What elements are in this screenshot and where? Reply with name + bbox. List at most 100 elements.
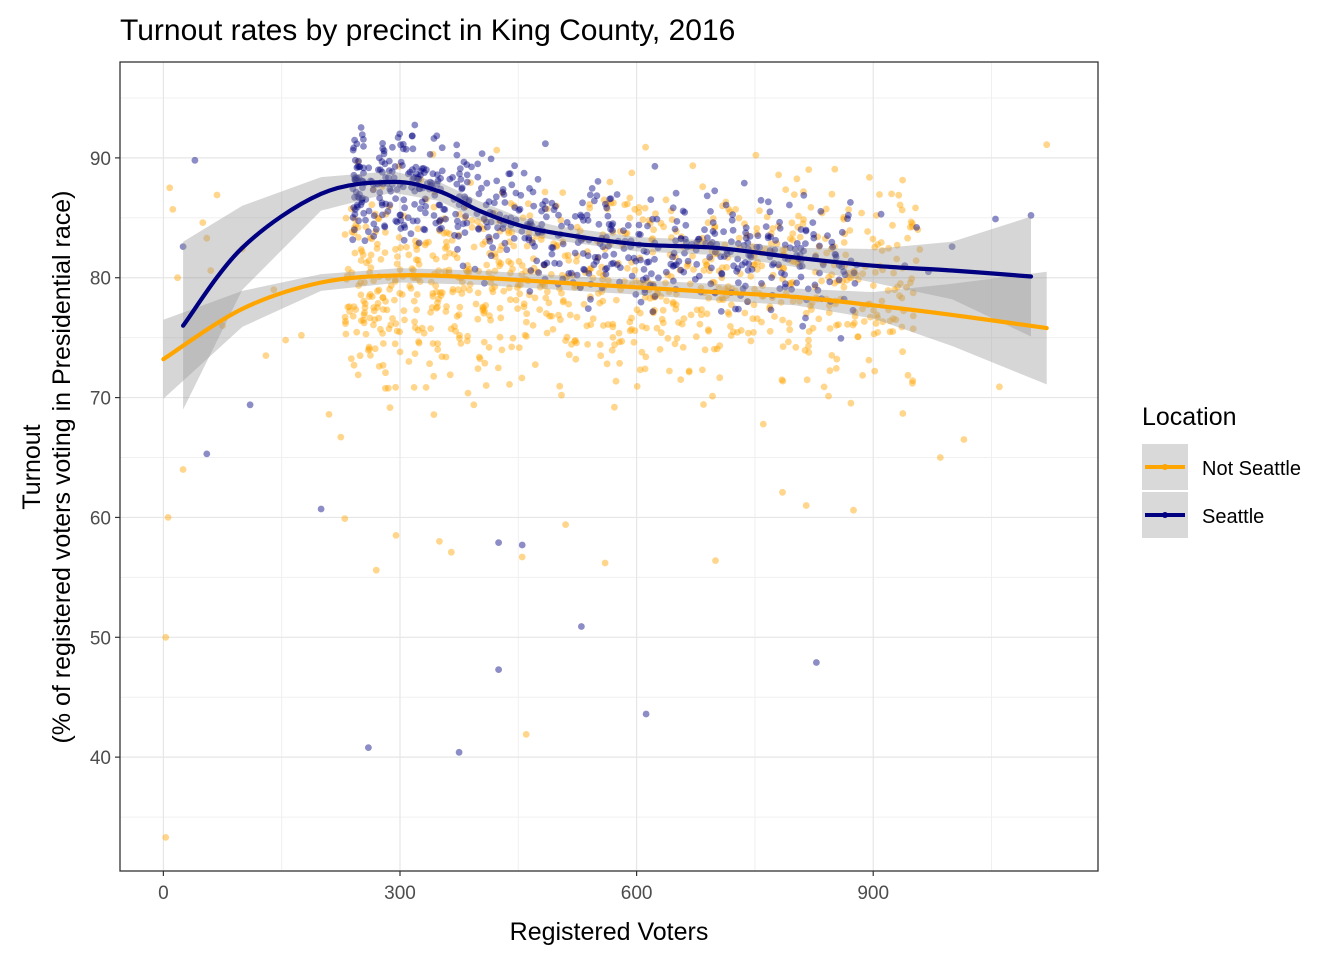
data-point — [461, 229, 469, 237]
data-point — [642, 353, 650, 361]
data-point — [571, 213, 579, 220]
data-point — [526, 212, 534, 220]
data-point — [400, 196, 408, 204]
data-point — [609, 229, 617, 236]
data-point — [489, 288, 497, 296]
data-point — [611, 403, 618, 411]
data-point — [380, 150, 388, 158]
data-point — [407, 230, 415, 238]
data-point — [750, 261, 757, 269]
data-point — [520, 303, 528, 311]
data-point — [603, 264, 611, 272]
data-point — [565, 257, 573, 264]
data-point — [475, 225, 482, 232]
data-point — [478, 184, 485, 192]
data-point — [778, 376, 786, 384]
data-point — [531, 243, 538, 250]
data-point — [741, 309, 749, 317]
data-point — [500, 191, 508, 198]
data-point — [533, 257, 541, 265]
data-point — [790, 258, 798, 266]
data-point — [589, 274, 597, 282]
data-point — [677, 235, 685, 243]
data-point — [379, 294, 387, 301]
data-point — [890, 269, 897, 277]
data-point — [912, 257, 920, 264]
data-point — [486, 235, 494, 243]
data-point — [909, 325, 917, 333]
data-point — [785, 338, 792, 346]
data-point — [367, 264, 375, 272]
data-point — [735, 305, 742, 313]
data-point — [612, 377, 620, 385]
data-point — [527, 220, 534, 228]
data-point — [809, 324, 817, 332]
data-point — [625, 254, 632, 262]
data-point — [819, 261, 827, 269]
data-point — [706, 253, 714, 261]
data-point — [526, 288, 534, 295]
data-point — [364, 346, 372, 354]
data-point — [851, 308, 859, 316]
data-point — [849, 321, 857, 329]
data-point — [672, 237, 679, 245]
data-point — [877, 210, 885, 218]
data-point — [400, 307, 408, 315]
legend-label-seattle: Seattle — [1202, 506, 1264, 528]
data-point — [909, 312, 917, 320]
data-point — [591, 197, 598, 205]
data-point — [525, 236, 533, 244]
data-point — [798, 262, 806, 270]
data-point — [432, 282, 440, 290]
data-point — [379, 330, 386, 337]
data-point — [637, 298, 645, 306]
data-point — [694, 235, 702, 243]
data-point — [355, 157, 362, 165]
data-point — [580, 216, 587, 224]
data-point — [459, 262, 467, 270]
data-point — [718, 269, 725, 277]
data-point — [493, 146, 501, 154]
data-point — [796, 263, 804, 270]
data-point — [734, 255, 742, 263]
data-point — [657, 219, 665, 227]
data-point — [413, 217, 421, 225]
data-point — [769, 271, 777, 279]
data-point — [357, 246, 365, 253]
data-point — [825, 309, 833, 316]
data-point — [651, 162, 659, 170]
data-point — [667, 207, 675, 215]
data-point — [589, 315, 597, 323]
data-point — [498, 189, 506, 197]
data-point — [677, 266, 685, 274]
data-point — [412, 237, 419, 245]
data-point — [753, 315, 761, 323]
data-point — [372, 225, 380, 233]
data-point — [598, 288, 606, 296]
data-point — [544, 288, 551, 296]
data-point — [596, 341, 604, 348]
data-point — [802, 227, 810, 235]
data-point — [831, 243, 838, 251]
data-point — [457, 340, 465, 347]
data-point — [393, 186, 401, 193]
data-point — [381, 223, 389, 231]
data-point — [750, 329, 757, 336]
data-point — [347, 205, 355, 213]
data-point — [891, 286, 898, 294]
data-point — [415, 261, 423, 268]
data-point — [847, 274, 855, 282]
data-point — [723, 263, 730, 271]
data-point — [802, 226, 810, 234]
data-point — [705, 326, 712, 334]
data-point — [628, 169, 636, 177]
data-point — [515, 206, 523, 214]
data-point — [680, 315, 688, 322]
data-point — [664, 334, 672, 342]
data-point — [666, 251, 674, 259]
data-point — [355, 217, 362, 225]
data-point — [789, 279, 796, 286]
data-point — [514, 305, 521, 312]
data-point — [631, 327, 639, 335]
data-point — [659, 306, 667, 314]
